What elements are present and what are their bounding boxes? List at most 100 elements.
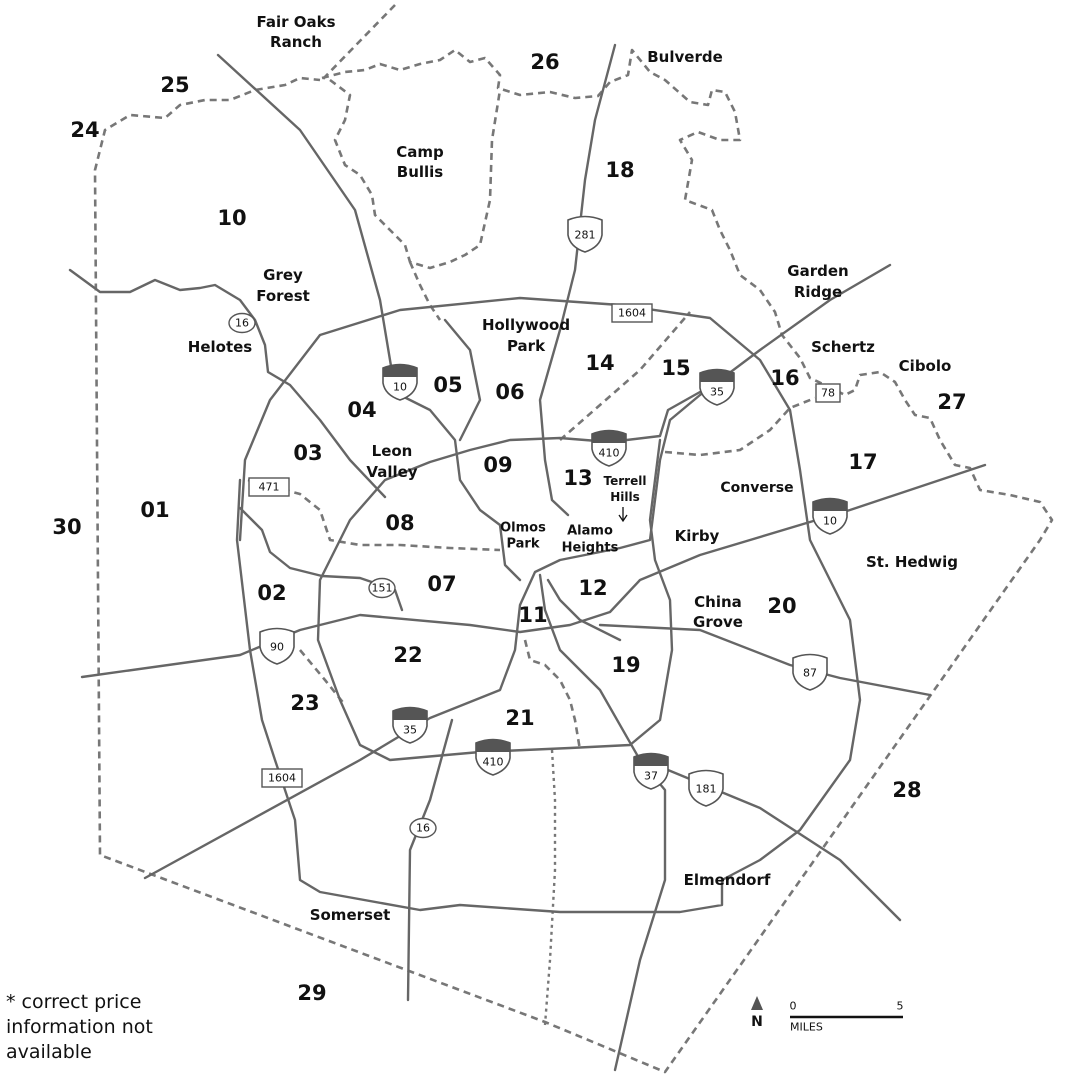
shield [248, 477, 290, 497]
place-name: Converse [720, 480, 793, 496]
zone-number: 13 [563, 466, 592, 490]
arrow [618, 507, 628, 523]
shield [792, 653, 828, 691]
shield-band [700, 369, 734, 382]
place-name: Grey [263, 266, 303, 284]
highway-number: 1604 [268, 772, 296, 785]
scale-unit: MILES [790, 1021, 823, 1034]
place-name: Somerset [310, 906, 391, 924]
note: information not [6, 1016, 153, 1038]
shield [368, 577, 396, 599]
shield [259, 627, 295, 665]
shield [611, 303, 653, 323]
zone-number: 28 [892, 778, 921, 802]
zone-number: 30 [52, 515, 81, 539]
place-name: Garden [787, 262, 848, 280]
zone-number: 16 [770, 366, 799, 390]
place-name: Hills [610, 490, 640, 504]
place-name: Ridge [794, 283, 842, 301]
zone-number: 01 [140, 498, 169, 522]
place-name: Elmendorf [684, 871, 771, 889]
shield [688, 769, 724, 807]
highway-number: 151 [372, 582, 393, 595]
highway-number: 410 [599, 447, 620, 460]
zone-number: 27 [937, 390, 966, 414]
zone-number: 29 [297, 981, 326, 1005]
shield-band [813, 498, 847, 511]
scale-start: 0 [790, 1000, 797, 1013]
highway-number: 35 [403, 724, 417, 737]
highway-number: 87 [803, 667, 817, 680]
highway-number: 471 [259, 481, 280, 494]
place-name: Olmos [500, 521, 546, 536]
zone-number: 10 [217, 206, 246, 230]
zone-number: 04 [347, 398, 376, 422]
zone-number: 22 [393, 643, 422, 667]
place-name: Ranch [270, 33, 322, 51]
place-name: Fair Oaks [256, 13, 335, 31]
place-name: Terrell [604, 474, 647, 488]
place-name: Hollywood [482, 316, 570, 334]
highway-number: 16 [235, 317, 249, 330]
highway-number: 78 [821, 387, 835, 400]
zone-number: 06 [495, 380, 524, 404]
zone-number: 09 [483, 453, 512, 477]
shield [261, 768, 303, 788]
highway-number: 16 [416, 822, 430, 835]
place-name: Camp [396, 143, 444, 161]
shield-band [383, 364, 417, 377]
zone-number: 23 [290, 691, 319, 715]
highway-number: 10 [823, 515, 837, 528]
note: * correct price [6, 991, 141, 1013]
place-name: Kirby [675, 527, 720, 545]
highway-number: 35 [710, 386, 724, 399]
place-name: St. Hedwig [866, 553, 958, 571]
zone-number: 20 [767, 594, 796, 618]
north-arrow [751, 996, 763, 1010]
highway-number: 410 [483, 756, 504, 769]
place-name: Bulverde [647, 48, 723, 66]
scale-bar [751, 996, 903, 1019]
place-name: Forest [256, 287, 310, 305]
zone-number: 02 [257, 581, 286, 605]
zone-number: 14 [585, 351, 614, 375]
place-name: Helotes [188, 338, 253, 356]
highway-number: 10 [393, 381, 407, 394]
place-name: Cibolo [899, 357, 952, 375]
zone-number: 18 [605, 158, 634, 182]
zone-number: 15 [661, 356, 690, 380]
note: available [6, 1041, 92, 1063]
place-name: Alamo [567, 524, 613, 539]
place-name: Grove [693, 613, 743, 631]
shield [228, 312, 256, 334]
place-name: Leon [372, 442, 413, 460]
zone-number: 26 [530, 50, 559, 74]
shield-band [476, 739, 510, 752]
place-name: Park [507, 337, 546, 355]
place-name: Schertz [811, 338, 875, 356]
zone-number: 19 [611, 653, 640, 677]
place-name: China [694, 593, 742, 611]
zone-number: 07 [427, 572, 456, 596]
place-name: Park [506, 537, 539, 552]
shield [815, 383, 841, 403]
place-name: Bullis [397, 163, 444, 181]
north-label: N [751, 1014, 763, 1030]
zone-number: 05 [433, 373, 462, 397]
zone-number: 24 [70, 118, 99, 142]
highway-number: 181 [696, 783, 717, 796]
shield [409, 817, 437, 839]
zone-number: 03 [293, 441, 322, 465]
shield [567, 215, 603, 253]
zone-number: 25 [160, 73, 189, 97]
highway-number: 90 [270, 641, 284, 654]
highway-number: 281 [575, 229, 596, 242]
zone-number: 17 [848, 450, 877, 474]
shield-band [592, 430, 626, 443]
zone-number: 08 [385, 511, 414, 535]
highway-number: 37 [644, 770, 658, 783]
zone-number: 11 [518, 603, 547, 627]
